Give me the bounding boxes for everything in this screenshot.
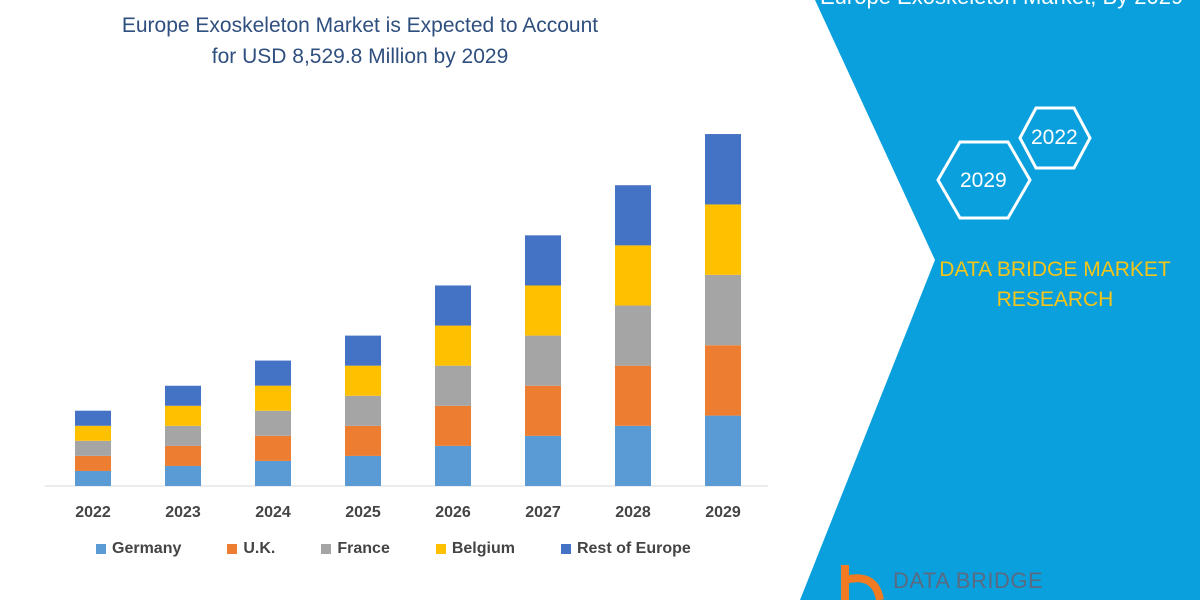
bar-segment-germany-2023	[165, 465, 201, 486]
bar-segment-belgium-2028	[615, 245, 651, 306]
bar-segment-france-2024	[255, 410, 291, 436]
bar-segment-france-2028	[615, 305, 651, 366]
bar-segment-u-k--2026	[435, 405, 471, 446]
chart-title-line-2: for USD 8,529.8 Million by 2029	[211, 45, 509, 68]
badge-year-2029: 2029	[960, 169, 1007, 192]
legend-label: Belgium	[451, 540, 515, 557]
chart-title: Europe Exoskeleton Market is Expected to…	[110, 10, 610, 72]
bar-segment-rest-of-europe-2025	[345, 335, 381, 366]
x-tick-label: 2024	[255, 504, 291, 521]
bar-segment-france-2029	[705, 274, 741, 346]
bar-segment-belgium-2027	[525, 285, 561, 336]
bar-segment-germany-2022	[75, 470, 111, 486]
bar-segment-belgium-2025	[345, 365, 381, 396]
bar-segment-germany-2026	[435, 445, 471, 486]
logo-icon	[841, 565, 884, 600]
bar-segment-germany-2029	[705, 415, 741, 486]
brand-line-2: RESEARCH	[996, 288, 1114, 311]
bar-segment-u-k--2023	[165, 445, 201, 466]
bar-segment-germany-2027	[525, 435, 561, 486]
panel-title-partial: Europe Exoskeleton Market, By 2029	[820, 0, 1183, 10]
bar-segment-belgium-2022	[75, 425, 111, 441]
legend-label: Germany	[112, 540, 182, 557]
bar-segment-rest-of-europe-2027	[525, 235, 561, 286]
legend-swatch	[321, 544, 332, 554]
badge-year-2022: 2022	[1031, 126, 1078, 149]
legend-item: Belgium	[435, 540, 515, 558]
legend-swatch	[560, 544, 571, 554]
bar-segment-germany-2028	[615, 425, 651, 486]
legend-label: U.K.	[243, 540, 276, 557]
hexagon-2029	[936, 140, 1032, 220]
bar-segment-france-2022	[75, 440, 111, 456]
x-tick-label: 2028	[615, 504, 651, 521]
x-tick-label: 2026	[435, 504, 471, 521]
bar-segment-belgium-2026	[435, 325, 471, 366]
stacked-bar-chart: 2022 2023 2024 2025 2026 2027 2028 2029	[45, 134, 768, 521]
legend-swatch	[227, 544, 238, 554]
bar-segment-rest-of-europe-2024	[255, 360, 291, 386]
chart-title-line-1: Europe Exoskeleton Market is Expected to…	[121, 14, 599, 37]
bar-segment-belgium-2024	[255, 385, 291, 411]
bar-segment-rest-of-europe-2023	[165, 385, 201, 406]
bar-segment-belgium-2029	[705, 204, 741, 275]
x-tick-label: 2022	[75, 504, 111, 521]
bar-segment-germany-2025	[345, 455, 381, 486]
bar-segment-rest-of-europe-2028	[615, 185, 651, 246]
legend-label: France	[337, 540, 390, 557]
logo-text: DATA BRIDGE	[893, 568, 1044, 593]
bar-segment-france-2026	[435, 365, 471, 406]
legend-label: Rest of Europe	[576, 540, 691, 557]
bar-segment-u-k--2024	[255, 435, 291, 461]
legend-item: Rest of Europe	[560, 540, 691, 558]
bar-segment-france-2027	[525, 335, 561, 386]
legend-item: Germany	[96, 540, 181, 558]
bar-segment-u-k--2022	[75, 455, 111, 471]
bar-segment-u-k--2025	[345, 425, 381, 456]
bar-segment-u-k--2027	[525, 385, 561, 436]
legend-swatch	[435, 544, 446, 554]
legend-item: U.K.	[227, 540, 275, 558]
legend-swatch	[96, 544, 106, 554]
bar-segment-u-k--2029	[705, 345, 741, 416]
hexagon-2022	[1018, 106, 1092, 170]
bar-segment-rest-of-europe-2022	[75, 410, 111, 426]
legend-item: France	[321, 540, 390, 558]
bar-segment-rest-of-europe-2029	[705, 134, 741, 205]
x-tick-label: 2023	[165, 504, 201, 521]
brand-line-1: DATA BRIDGE MARKET	[939, 258, 1171, 281]
bar-segment-france-2023	[165, 425, 201, 446]
bar-segment-france-2025	[345, 395, 381, 426]
bar-segment-germany-2024	[255, 460, 291, 486]
x-tick-label: 2029	[705, 504, 741, 521]
bar-segment-u-k--2028	[615, 365, 651, 426]
blue-side-panel	[800, 0, 1200, 600]
x-tick-label: 2025	[345, 504, 381, 521]
bar-segment-rest-of-europe-2026	[435, 285, 471, 326]
brand-name: DATA BRIDGE MARKET RESEARCH	[920, 255, 1190, 315]
bar-segment-belgium-2023	[165, 405, 201, 426]
chart-legend: Germany U.K. France Belgium Rest of Europe	[96, 540, 737, 558]
x-tick-label: 2027	[525, 504, 561, 521]
